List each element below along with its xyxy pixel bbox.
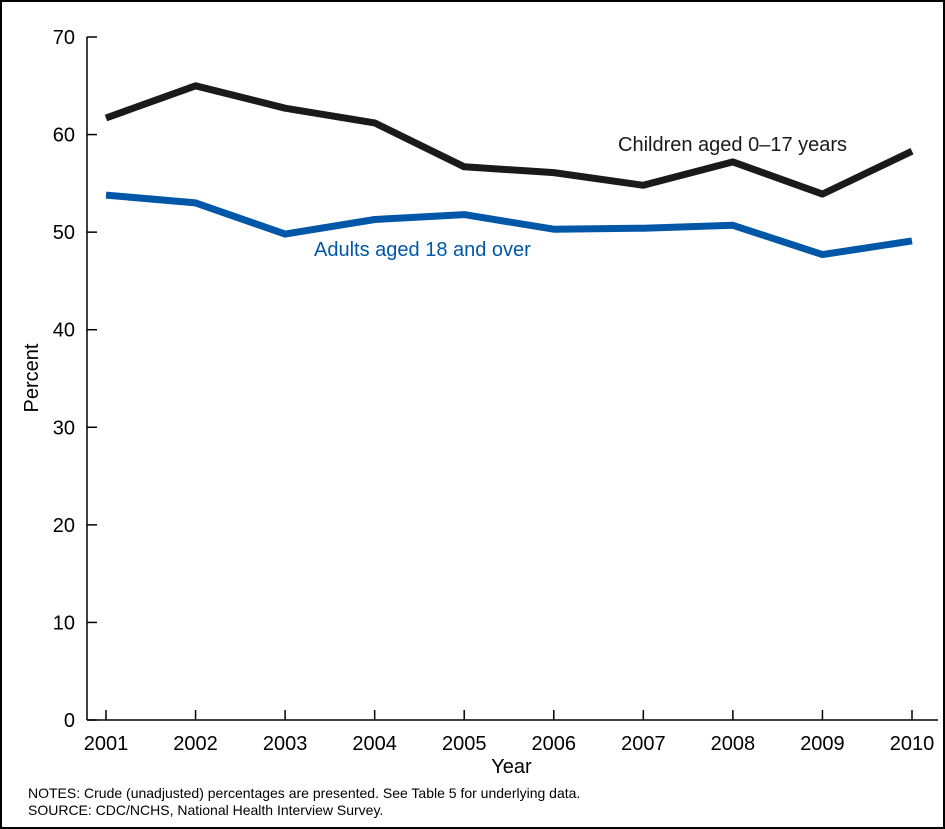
notes-text: NOTES: Crude (unadjusted) percentages ar… xyxy=(28,785,581,801)
series-label-adults: Adults aged 18 and over xyxy=(314,239,531,261)
series-line-adults xyxy=(105,191,913,259)
y-tick-label: 50 xyxy=(53,222,75,244)
y-tick-label: 60 xyxy=(53,125,75,147)
y-axis-ticks: 0 10 20 30 40 50 60 70 xyxy=(53,27,97,732)
x-tick-label: 2010 xyxy=(890,733,935,755)
x-axis-ticks: 2001 2002 2003 2004 2005 2006 2007 2008 2009 2010 xyxy=(84,710,935,755)
y-tick-label: 30 xyxy=(53,417,75,439)
x-tick-label: 2006 xyxy=(532,733,577,755)
y-tick-label: 40 xyxy=(53,320,75,342)
x-tick-label: 2002 xyxy=(173,733,218,755)
x-tick-label: 2009 xyxy=(800,733,845,755)
x-tick-label: 2008 xyxy=(711,733,756,755)
x-axis-title: Year xyxy=(491,756,532,778)
x-tick-label: 2005 xyxy=(442,733,487,755)
source-text: SOURCE: CDC/NCHS, National Health Interv… xyxy=(28,802,384,818)
figure-notes: NOTES: Crude (unadjusted) percentages ar… xyxy=(28,785,580,819)
x-tick-label: 2001 xyxy=(84,733,129,755)
series-label-children: Children aged 0–17 years xyxy=(618,134,847,156)
series-lines xyxy=(104,82,914,259)
y-tick-label: 70 xyxy=(53,27,75,49)
y-tick-label: 0 xyxy=(64,710,75,732)
y-tick-label: 20 xyxy=(53,515,75,537)
series-line-children xyxy=(104,82,914,198)
x-tick-label: 2004 xyxy=(352,733,397,755)
axes xyxy=(86,37,938,721)
y-axis-title: Percent xyxy=(21,343,43,412)
y-tick-label: 10 xyxy=(53,612,75,634)
x-tick-label: 2003 xyxy=(263,733,308,755)
x-tick-label: 2007 xyxy=(621,733,666,755)
